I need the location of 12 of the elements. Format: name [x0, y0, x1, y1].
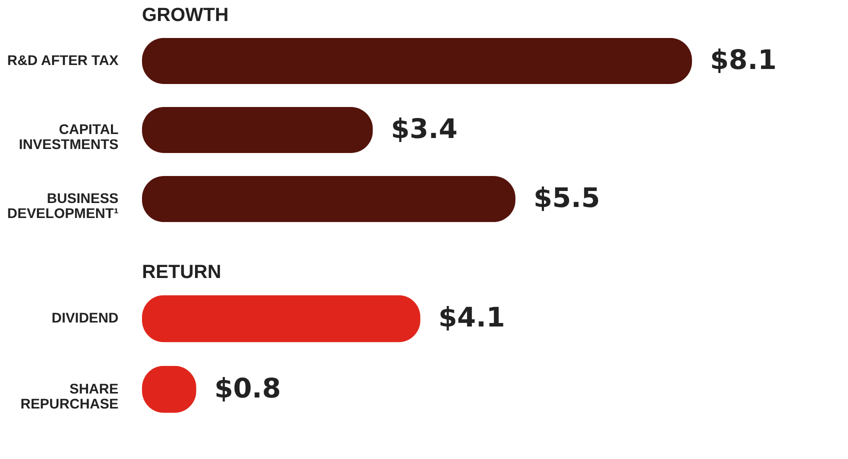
data-label: $4.1 — [438, 302, 506, 334]
data-label: $3.4 — [390, 114, 458, 145]
data-label: $0.8 — [214, 373, 281, 404]
y-tick-label: SHARE REPURCHASE — [20, 380, 118, 412]
chart-title: RETURN — [142, 262, 222, 283]
data-label: $5.5 — [533, 183, 600, 214]
y-tick-label: DIVIDEND — [52, 310, 118, 326]
y-tick-label: CAPITAL INVESTMENTS — [18, 121, 119, 152]
y-tick-label: BUSINESS DEVELOPMENT¹ — [7, 190, 119, 222]
y-tick-label: R&D AFTER TAX — [7, 52, 120, 68]
data-label: $8.1 — [710, 44, 777, 76]
chart-title: GROWTH — [142, 5, 229, 26]
